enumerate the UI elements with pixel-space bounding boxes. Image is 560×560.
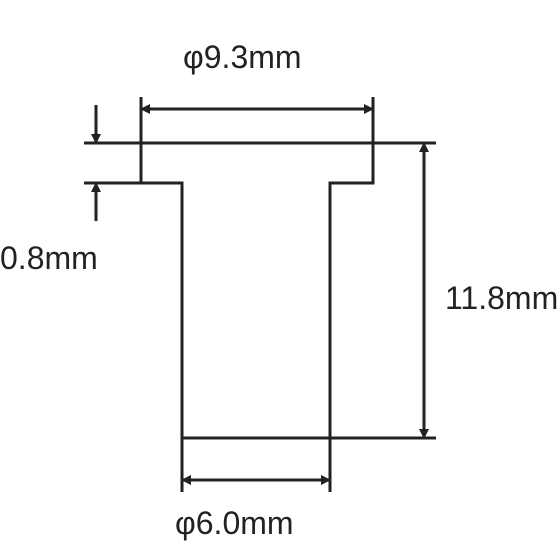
dim-top-diameter: φ9.3mm — [183, 39, 302, 75]
dim-bottom-diameter: φ6.0mm — [175, 505, 294, 541]
dim-flange-thickness: 0.8mm — [0, 240, 98, 276]
dim-height: 11.8mm — [445, 280, 558, 316]
part-outline — [141, 143, 373, 438]
